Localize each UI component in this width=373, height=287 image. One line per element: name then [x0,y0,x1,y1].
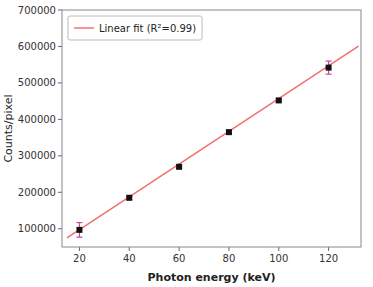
fit-line [67,46,359,238]
error-bar-cap [76,237,82,238]
plot-frame [62,10,361,247]
error-bar [76,223,82,238]
y-tick-label: 500000 [18,77,56,88]
y-axis-label: Counts/pixel [2,94,15,162]
y-tick-label: 600000 [18,41,56,52]
x-tick-label: 80 [223,253,236,264]
legend-label: Linear fit (R²=0.99) [99,23,196,34]
point [176,164,182,170]
error-bar-cap [76,222,82,223]
legend-box [68,16,202,40]
y-tick-label: 400000 [18,114,56,125]
y-tick [58,46,62,47]
x-tick-label: 40 [123,253,136,264]
point [326,65,332,71]
error-bar [326,61,332,74]
y-tick-label: 100000 [18,223,56,234]
y-tick [58,82,62,83]
x-tick-label: 100 [269,253,288,264]
x-tick [328,247,329,251]
data [67,46,359,238]
x-tick [278,247,279,251]
point [226,129,232,135]
y-tick [58,10,62,11]
y-tick [58,155,62,156]
y-tick [58,228,62,229]
error-bar-cap [326,74,332,75]
x-tick [129,247,130,251]
legend: Linear fit (R²=0.99) [68,16,202,40]
y-tick [58,192,62,193]
y-tick [58,119,62,120]
plot-background [62,10,361,247]
point [76,227,82,233]
y-tick-label: 200000 [18,187,56,198]
x-tick-label: 60 [173,253,186,264]
x-axis-label: Photon energy (keV) [147,271,275,284]
y-tick-label: 700000 [18,5,56,16]
point [126,195,132,201]
x-tick-label: 20 [73,253,86,264]
axes: 20 40 60 80 100 120 100000 200000 300000 400000 50… [18,5,338,265]
x-tick-label: 120 [319,253,338,264]
x-tick [79,247,80,251]
point [276,97,282,103]
chart: 20 40 60 80 100 120 100000 200000 300000 400000 50… [0,0,373,287]
x-tick [228,247,229,251]
x-tick [179,247,180,251]
legend-swatch [74,27,94,29]
error-bar-cap [326,60,332,61]
y-tick-label: 300000 [18,150,56,161]
